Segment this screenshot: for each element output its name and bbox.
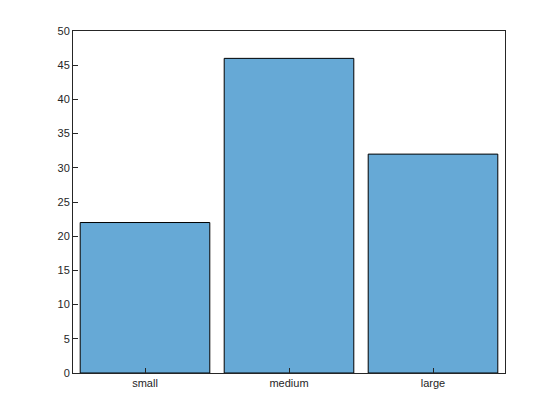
- svg-text:30: 30: [58, 162, 70, 174]
- svg-text:10: 10: [58, 298, 70, 310]
- svg-text:45: 45: [58, 59, 70, 71]
- svg-text:15: 15: [58, 264, 70, 276]
- svg-text:small: small: [132, 377, 158, 389]
- svg-text:medium: medium: [269, 377, 308, 389]
- svg-text:25: 25: [58, 196, 70, 208]
- svg-text:35: 35: [58, 127, 70, 139]
- svg-text:50: 50: [58, 25, 70, 37]
- svg-text:20: 20: [58, 230, 70, 242]
- svg-text:0: 0: [64, 367, 70, 379]
- svg-text:large: large: [421, 377, 445, 389]
- svg-text:40: 40: [58, 93, 70, 105]
- svg-text:5: 5: [64, 333, 70, 345]
